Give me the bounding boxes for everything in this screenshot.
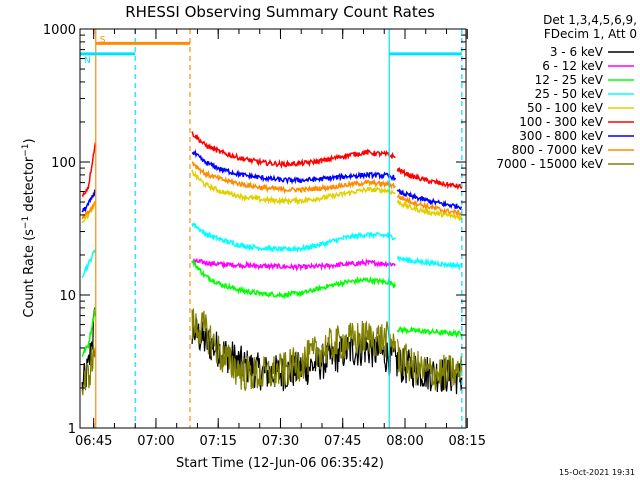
y-axis-label: Count Rate (s−1 detector−1) bbox=[21, 138, 37, 317]
series-800-7000-kev bbox=[81, 161, 463, 220]
x-tick-label-08-15: 08:15 bbox=[449, 434, 486, 449]
legend-label-25-50-kev: 25 - 50 keV bbox=[535, 87, 604, 101]
series-7000-15000-kev bbox=[81, 308, 463, 396]
series-800-7000-kev-segment-0 bbox=[81, 201, 96, 220]
series-12-25-kev bbox=[81, 260, 463, 358]
chart-title: RHESSI Observing Summary Count Rates bbox=[125, 3, 435, 21]
y-tick-label-1000: 1000 bbox=[43, 23, 76, 38]
legend-label-50-100-kev: 50 - 100 keV bbox=[527, 101, 604, 115]
series-25-50-kev-segment-1 bbox=[191, 222, 396, 253]
series-100-300-kev bbox=[81, 131, 463, 198]
plot-frame bbox=[79, 28, 467, 429]
y-axis-label-mid: detector bbox=[22, 156, 37, 216]
x-tick-label-08-00: 08:00 bbox=[386, 434, 423, 449]
series-12-25-kev-segment-1 bbox=[191, 260, 397, 300]
x-tick-label-07-45: 07:45 bbox=[324, 434, 361, 449]
series-300-800-kev-segment-0 bbox=[81, 189, 96, 213]
series-12-25-kev-segment-0 bbox=[81, 307, 97, 358]
x-tick-label-07-00: 07:00 bbox=[137, 434, 174, 449]
series-25-50-kev bbox=[81, 222, 463, 279]
flag-label-n: N bbox=[84, 56, 91, 66]
flags-layer: SN bbox=[80, 29, 463, 428]
legend-label-100-300-kev: 100 - 300 keV bbox=[519, 115, 603, 129]
y-tick-label-1: 1 bbox=[68, 422, 76, 437]
series-3-6-kev bbox=[81, 307, 463, 395]
y-tick-label-100: 100 bbox=[51, 156, 76, 171]
series-800-7000-kev-segment-1 bbox=[191, 161, 397, 195]
series-300-800-kev-segment-2 bbox=[396, 188, 463, 211]
series-6-12-kev-segment-0 bbox=[191, 257, 396, 272]
legend-label-300-800-kev: 300 - 800 keV bbox=[519, 129, 603, 143]
axes-layer: 1 10 100 1000 06:45 07:00 07:15 07:30 07:45 08:00… bbox=[43, 23, 486, 449]
y-axis-label-sup2: −1 bbox=[21, 143, 31, 156]
series-7000-15000-kev-segment-1 bbox=[191, 308, 396, 392]
series-25-50-kev-segment-2 bbox=[396, 254, 463, 271]
y-tick-label-10: 10 bbox=[59, 289, 76, 304]
legend-header-line-1: Det 1,3,4,5,6,9, bbox=[543, 13, 637, 27]
y-axis-label-sup1: −1 bbox=[21, 216, 31, 229]
x-axis-label: Start Time (12-Jun-06 06:35:42) bbox=[176, 456, 384, 471]
y-axis-label-post: ) bbox=[22, 138, 37, 143]
series-7000-15000-kev-segment-2 bbox=[396, 339, 463, 391]
series-100-300-kev-segment-2 bbox=[396, 166, 463, 191]
series-12-25-kev-segment-2 bbox=[396, 325, 463, 339]
series-6-12-kev bbox=[191, 257, 396, 272]
series-3-6-kev-segment-0 bbox=[81, 307, 96, 394]
series-100-300-kev-segment-0 bbox=[81, 142, 97, 198]
x-tick-label-06-45: 06:45 bbox=[75, 434, 112, 449]
series-layer bbox=[81, 131, 463, 396]
series-100-300-kev-segment-1 bbox=[191, 131, 396, 170]
legend-label-7000-15000-kev: 7000 - 15000 keV bbox=[496, 157, 603, 171]
series-300-800-kev bbox=[81, 149, 463, 213]
legend-label-3-6-kev: 3 - 6 keV bbox=[550, 45, 604, 59]
series-25-50-kev-segment-0 bbox=[81, 249, 97, 279]
legend: Det 1,3,4,5,6,9, FDecim 1, Att 0 3 - 6 k… bbox=[496, 13, 637, 171]
series-7000-15000-kev-segment-0 bbox=[81, 344, 96, 396]
series-3-6-kev-segment-1 bbox=[191, 317, 463, 395]
flag-label-s: S bbox=[100, 35, 106, 45]
series-800-7000-kev-segment-2 bbox=[396, 193, 463, 217]
series-50-100-kev-segment-2 bbox=[396, 199, 463, 222]
x-tick-label-07-15: 07:15 bbox=[199, 434, 236, 449]
legend-label-6-12-kev: 6 - 12 keV bbox=[542, 59, 604, 73]
series-300-800-kev-segment-1 bbox=[191, 149, 397, 185]
x-tick-label-07-30: 07:30 bbox=[262, 434, 299, 449]
legend-header-line-2: FDecim 1, Att 0 bbox=[544, 27, 637, 41]
footer-timestamp: 15-Oct-2021 19:31 bbox=[559, 468, 635, 477]
y-axis-label-pre: Count Rate (s bbox=[22, 229, 37, 318]
legend-label-12-25-kev: 12 - 25 keV bbox=[535, 73, 604, 87]
series-50-100-kev-segment-1 bbox=[191, 169, 396, 206]
legend-label-800-7000-kev: 800 - 7000 keV bbox=[512, 143, 604, 157]
